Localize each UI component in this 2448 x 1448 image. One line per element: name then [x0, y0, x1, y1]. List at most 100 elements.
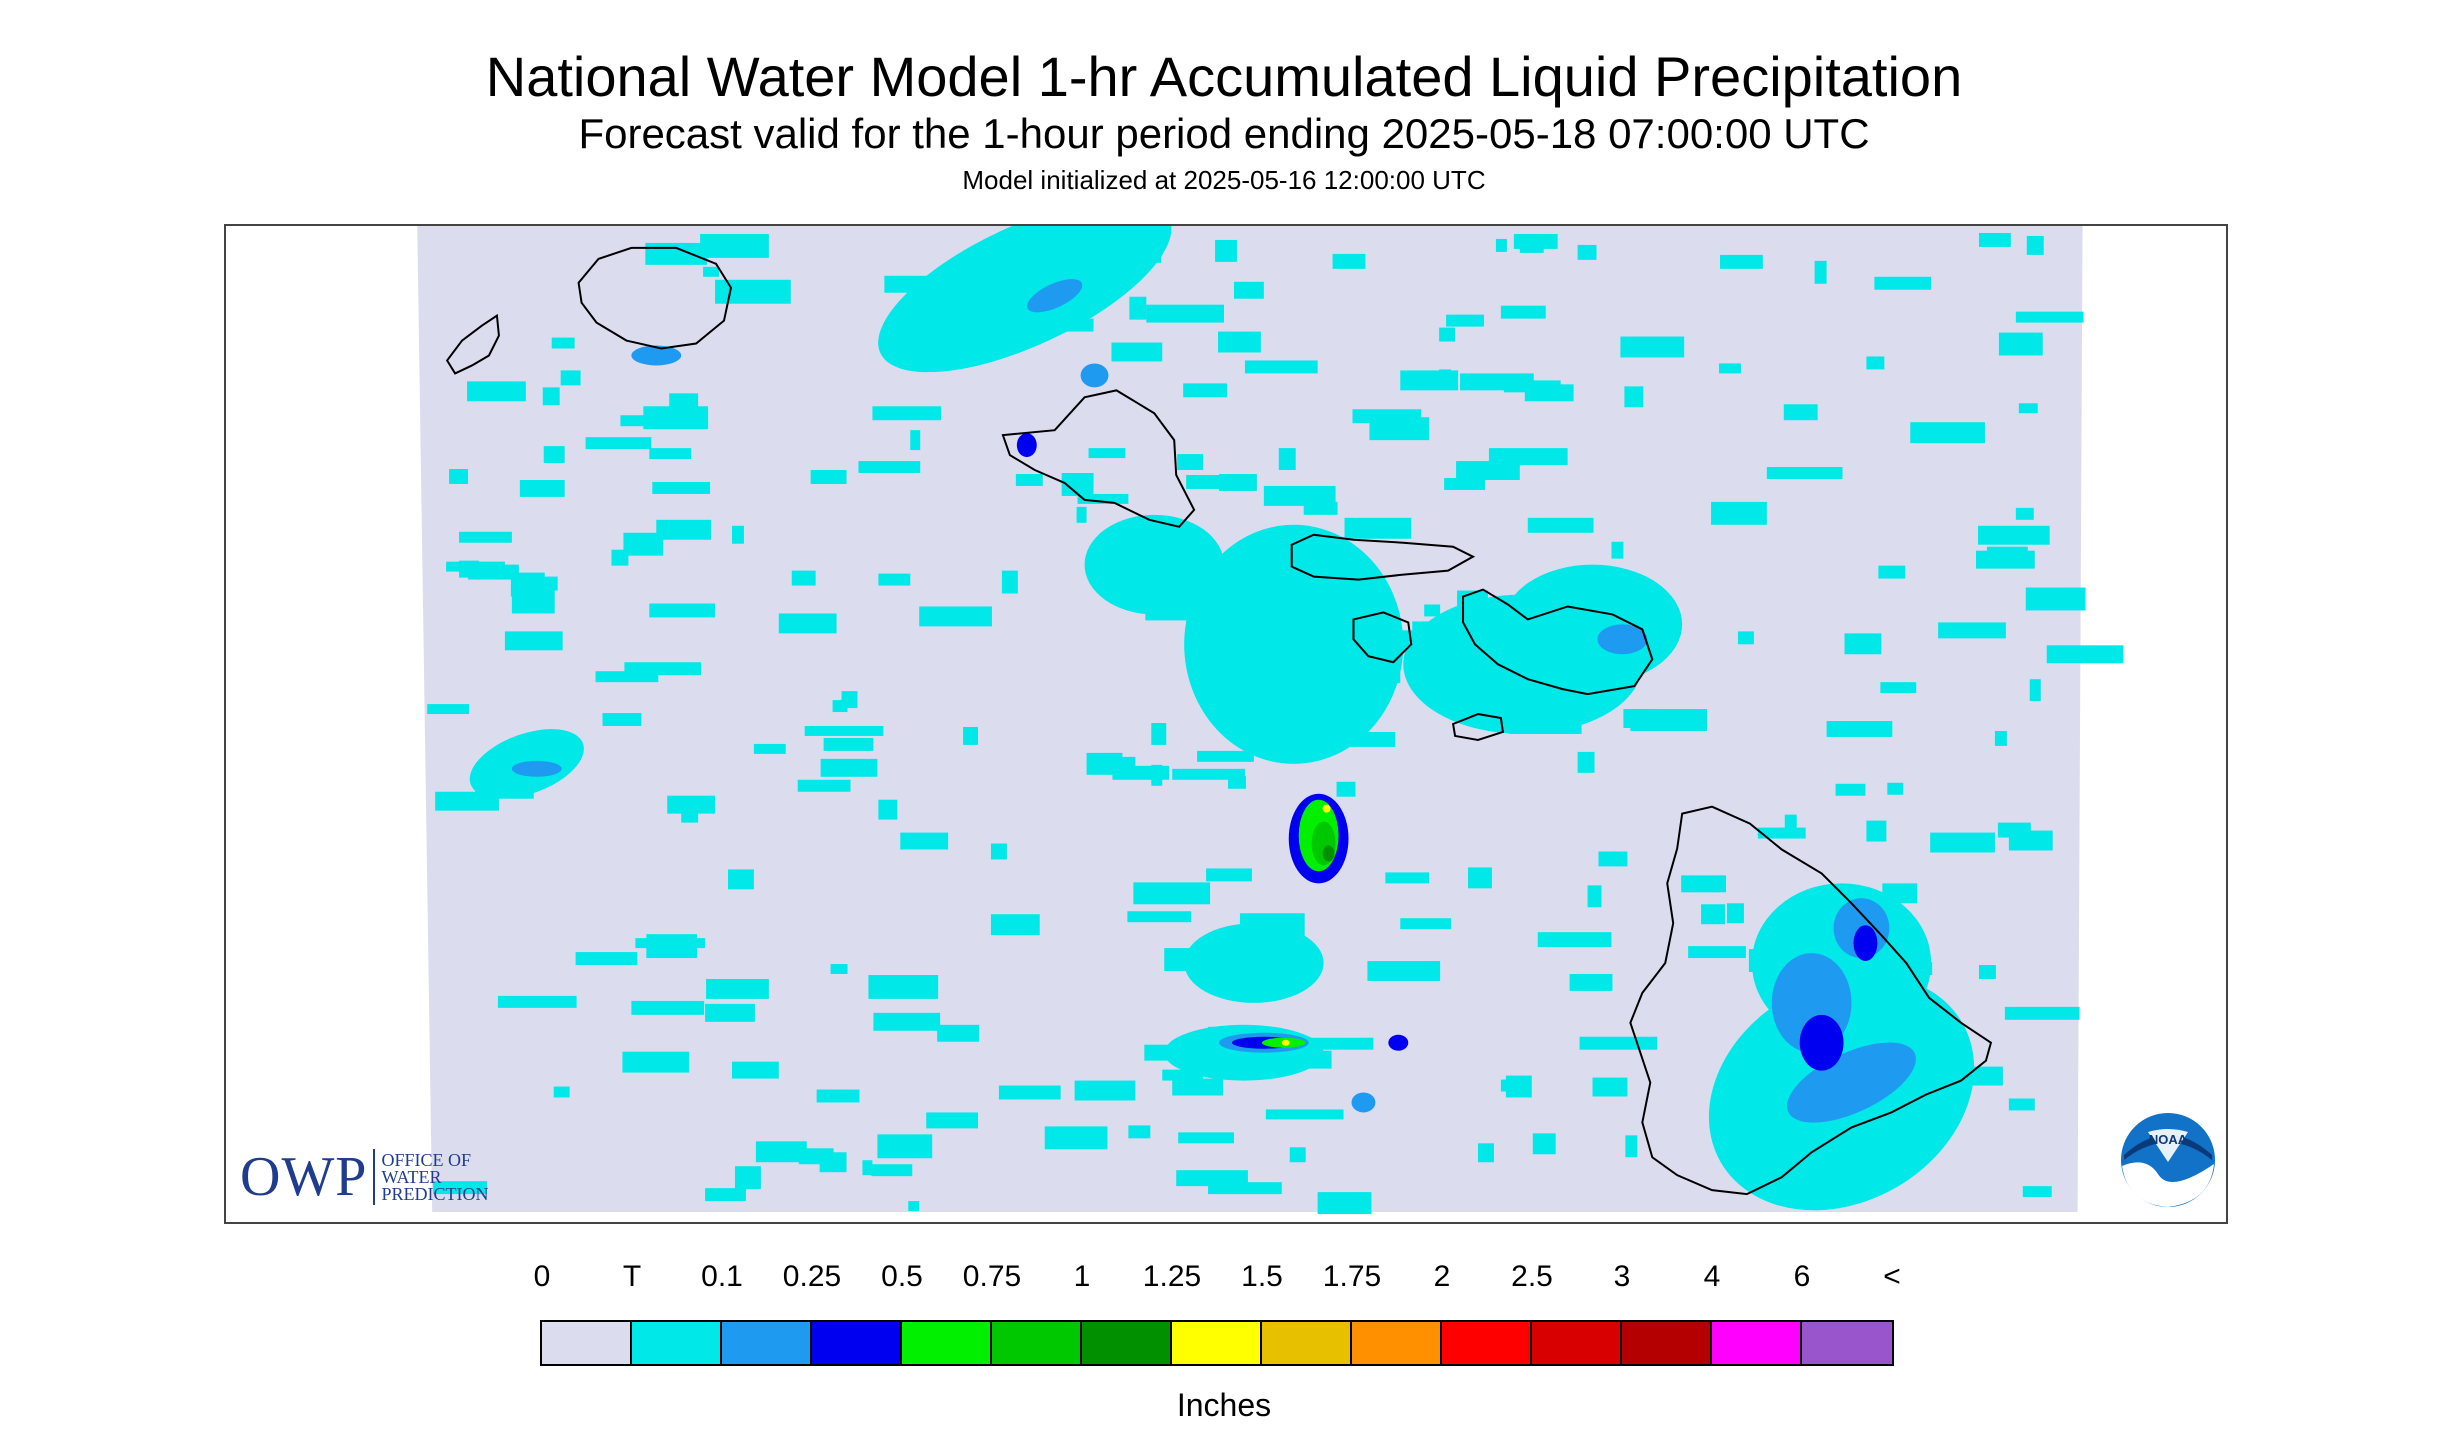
precip-cell — [1681, 875, 1726, 893]
precip-cell — [1233, 281, 1264, 299]
precip-cell — [1477, 1143, 1494, 1163]
precip-cell — [1186, 475, 1251, 489]
precip-cell — [2008, 830, 2053, 851]
owp-logo-line3: PREDICTION — [381, 1183, 489, 1204]
precip-cell — [631, 1000, 705, 1015]
precip-cell — [511, 760, 562, 777]
colorbar-tick-label: 1.5 — [1241, 1260, 1283, 1293]
precip-cell — [1077, 493, 1129, 504]
precip-cell — [755, 1141, 807, 1163]
precip-cell — [1620, 336, 1685, 358]
precip-cell — [731, 525, 744, 544]
precip-cell — [1880, 682, 1917, 694]
precip-cell — [1799, 1014, 1844, 1071]
colorbar — [540, 1320, 1894, 1366]
precip-cell — [1726, 903, 1744, 924]
precip-cell — [1385, 872, 1430, 884]
precip-cell — [1218, 331, 1261, 353]
colorbar-tick-label: 0 — [533, 1260, 551, 1293]
precip-cell — [1128, 1125, 1151, 1139]
precip-cell — [1080, 363, 1109, 388]
precip-cell — [1184, 524, 1404, 764]
owp-logo-text: OFFICE OF WATER PREDICTION — [381, 1149, 489, 1204]
colorbar-tick-label: 2 — [1433, 1260, 1451, 1293]
precip-cell — [1332, 253, 1366, 269]
coastline-maui — [1462, 588, 1654, 696]
precip-cell — [1998, 332, 2043, 356]
owp-logo-letters: OWP — [240, 1146, 368, 1208]
precip-cell — [1527, 517, 1594, 533]
colorbar-tick-label: 0.5 — [881, 1260, 923, 1293]
precip-cell — [703, 266, 720, 277]
precip-cell — [1446, 314, 1484, 327]
colorbar-swatch — [992, 1322, 1082, 1364]
precip-cell — [1183, 383, 1227, 398]
precip-cell — [1076, 506, 1087, 523]
precip-cell — [631, 345, 682, 366]
precip-cell — [1369, 417, 1430, 441]
colorbar-tick-label: 1.75 — [1322, 1260, 1382, 1293]
colorbar-swatch — [902, 1322, 992, 1364]
precip-cell — [1208, 1182, 1282, 1195]
precipitation-map[interactable]: OWP OFFICE OF WATER PREDICTION NOAA — [224, 224, 2228, 1224]
owp-logo-line1: OFFICE OF — [381, 1149, 471, 1170]
precip-cell — [1468, 867, 1492, 889]
precip-cell — [1244, 360, 1318, 374]
precip-cell — [1086, 752, 1123, 775]
coastline-kahoolawe — [1451, 713, 1504, 741]
precip-cell — [910, 430, 921, 451]
colorbar-tick-label: 1.25 — [1142, 1260, 1202, 1293]
precip-cell — [700, 233, 769, 258]
precip-cell — [705, 1188, 746, 1202]
precip-cell — [830, 964, 848, 974]
precip-cell — [602, 713, 642, 726]
precip-cell — [2015, 507, 2034, 520]
precip-cell — [731, 1061, 779, 1079]
colorbar-swatch — [1802, 1322, 1892, 1364]
precip-cell — [427, 704, 470, 715]
precip-cell — [560, 370, 581, 386]
precip-cell — [872, 406, 942, 421]
precip-cell — [1172, 768, 1245, 780]
precip-cell — [652, 481, 711, 494]
precip-cell — [1784, 814, 1797, 834]
precip-cell — [1184, 923, 1324, 1003]
colorbar-tick-label: T — [622, 1260, 642, 1293]
precip-cell — [1577, 244, 1597, 260]
precip-cell — [1133, 882, 1211, 905]
colorbar-tick-label: 2.5 — [1511, 1260, 1553, 1293]
precip-cell — [649, 448, 692, 460]
precip-cell — [449, 469, 469, 484]
precip-cell — [873, 1012, 941, 1031]
precip-cell — [820, 758, 878, 777]
precip-cell — [623, 532, 664, 556]
precip-cell — [643, 406, 709, 430]
precip-cell — [595, 671, 659, 683]
precip-cell — [878, 573, 911, 586]
precip-cell — [908, 1201, 920, 1212]
precip-cell — [1351, 1092, 1376, 1113]
precip-cell — [1111, 342, 1163, 362]
precip-cell — [926, 1112, 978, 1129]
precip-cell — [2025, 587, 2086, 611]
owp-logo: OWP OFFICE OF WATER PREDICTION — [240, 1146, 488, 1208]
precip-cell — [990, 914, 1040, 936]
precip-cell — [1322, 845, 1335, 862]
precip-cell — [575, 952, 638, 966]
precip-cell — [1757, 827, 1806, 839]
precip-cell — [810, 470, 847, 484]
coastline-hawaii — [1629, 805, 1993, 1196]
colorbar-swatch — [1622, 1322, 1712, 1364]
precip-cell — [728, 869, 754, 890]
precip-cell — [1844, 633, 1882, 655]
precip-cell — [998, 1085, 1061, 1100]
precip-cell — [804, 725, 884, 736]
precip-cell — [1400, 918, 1452, 930]
precip-cell — [1336, 781, 1356, 797]
precip-cell — [1015, 474, 1043, 486]
precip-cell — [705, 1003, 755, 1022]
precip-cell — [1866, 820, 1887, 842]
precip-cell — [878, 799, 898, 820]
precip-cell — [919, 606, 992, 627]
precip-cell — [1289, 1147, 1306, 1163]
